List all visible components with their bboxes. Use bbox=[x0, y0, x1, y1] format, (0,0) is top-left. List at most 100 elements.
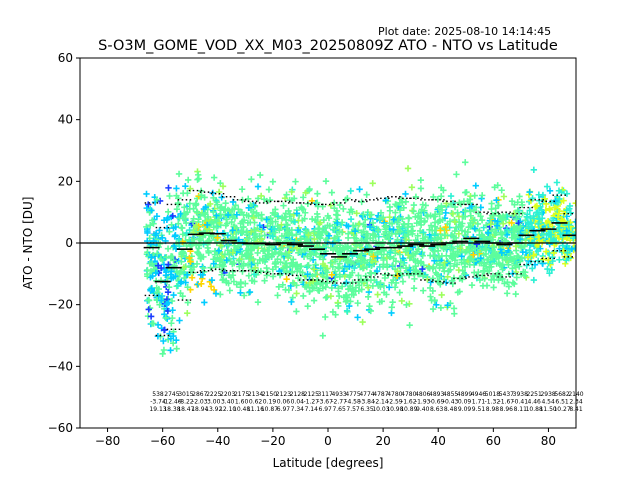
scatter-point bbox=[500, 193, 508, 200]
scatter-point bbox=[218, 243, 225, 250]
scatter-point bbox=[527, 235, 534, 242]
bin-stat-label: 5437 bbox=[499, 391, 514, 398]
scatter-point bbox=[246, 288, 254, 296]
scatter-point bbox=[356, 220, 363, 227]
scatter-point bbox=[387, 249, 394, 256]
scatter-point bbox=[470, 217, 477, 224]
x-tick-label: 20 bbox=[375, 434, 390, 448]
scatter-point bbox=[419, 265, 426, 273]
y-axis-ticks: −60 −40 −20 0 20 40 60 bbox=[48, 51, 80, 435]
scatter-point bbox=[427, 279, 434, 286]
scatter-point bbox=[170, 274, 177, 281]
scatter-point bbox=[448, 232, 456, 239]
scatter-point bbox=[402, 198, 410, 206]
scatter-point bbox=[274, 222, 281, 230]
scatter-point bbox=[183, 271, 191, 278]
scatter-point bbox=[543, 183, 551, 190]
scatter-point bbox=[152, 232, 159, 239]
scatter-point bbox=[166, 330, 173, 337]
scatter-point bbox=[331, 277, 339, 284]
scatter-point bbox=[563, 227, 570, 235]
scatter-point bbox=[335, 302, 342, 310]
scatter-point bbox=[274, 292, 281, 299]
scatter-point bbox=[175, 201, 182, 208]
scatter-point bbox=[197, 212, 204, 219]
bin-stat-label: 18.94 bbox=[191, 406, 208, 413]
scatter-point bbox=[340, 205, 347, 213]
scatter-point bbox=[360, 221, 367, 228]
scatter-point bbox=[291, 218, 299, 226]
scatter-point bbox=[445, 267, 452, 275]
scatter-point bbox=[513, 274, 520, 281]
scatter-point bbox=[483, 256, 491, 263]
scatter-point bbox=[451, 203, 459, 211]
scatter-point bbox=[347, 244, 355, 252]
scatter-point bbox=[397, 258, 404, 266]
scatter-point bbox=[382, 197, 390, 204]
scatter-point bbox=[395, 223, 403, 231]
scatter-point bbox=[263, 264, 270, 272]
scatter-point bbox=[240, 211, 247, 219]
scatter-point bbox=[435, 234, 442, 241]
scatter-point bbox=[210, 174, 218, 181]
scatter-point bbox=[402, 248, 410, 255]
scatter-point bbox=[417, 221, 425, 229]
scatter-point bbox=[225, 280, 232, 287]
scatter-point bbox=[176, 317, 183, 324]
scatter-point bbox=[338, 283, 346, 290]
scatter-point bbox=[388, 309, 395, 317]
scatter-point bbox=[556, 245, 563, 252]
scatter-point bbox=[343, 292, 350, 300]
scatter-point bbox=[289, 246, 296, 253]
scatter-point bbox=[213, 218, 220, 225]
scatter-point bbox=[254, 249, 261, 257]
bin-stat-label: -1.62 bbox=[401, 399, 417, 406]
scatter-point bbox=[179, 292, 186, 300]
scatter-point bbox=[316, 233, 323, 241]
scatter-point bbox=[523, 262, 530, 269]
scatter-point bbox=[293, 282, 300, 289]
scatter-point bbox=[293, 210, 301, 217]
scatter-point bbox=[175, 170, 183, 178]
scatter-point bbox=[193, 208, 201, 216]
scatter-point bbox=[450, 305, 458, 312]
scatter-point bbox=[230, 259, 238, 267]
scatter-point bbox=[470, 251, 477, 259]
bin-stat-label: 4774 bbox=[359, 391, 374, 398]
scatter-point bbox=[304, 200, 312, 208]
scatter-point bbox=[145, 201, 152, 208]
scatter-point bbox=[226, 207, 233, 214]
scatter-point bbox=[277, 258, 284, 266]
scatter-point bbox=[154, 333, 162, 340]
scatter-point bbox=[374, 291, 381, 298]
bin-stat-label: -0.43 bbox=[443, 399, 459, 406]
scatter-point bbox=[400, 204, 407, 211]
scatter-point bbox=[356, 186, 363, 193]
scatter-point bbox=[415, 259, 422, 267]
scatter-point bbox=[455, 213, 463, 220]
scatter-point bbox=[535, 220, 542, 228]
scatter-point bbox=[421, 217, 429, 225]
scatter-point bbox=[156, 301, 163, 308]
scatter-point bbox=[458, 227, 466, 234]
scatter-point bbox=[536, 197, 543, 204]
scatter-point bbox=[426, 226, 433, 233]
scatter-point bbox=[448, 244, 455, 251]
scatter-point bbox=[169, 212, 176, 220]
scatter-point bbox=[152, 269, 160, 277]
bin-stat-label: 5018 bbox=[485, 391, 500, 398]
scatter-point bbox=[276, 271, 284, 279]
scatter-point bbox=[494, 218, 502, 225]
scatter-point bbox=[204, 213, 212, 221]
scatter-point bbox=[239, 268, 246, 275]
scatter-point bbox=[298, 248, 305, 256]
bin-stat-label: -0.69 bbox=[429, 399, 445, 406]
scatter-point bbox=[335, 263, 342, 271]
scatter-point bbox=[554, 213, 562, 221]
scatter-point bbox=[431, 236, 438, 243]
scatter-point bbox=[188, 266, 196, 273]
scatter-point bbox=[150, 220, 157, 227]
scatter-point bbox=[329, 240, 336, 247]
scatter-point bbox=[283, 269, 290, 276]
scatter-point bbox=[562, 260, 569, 267]
